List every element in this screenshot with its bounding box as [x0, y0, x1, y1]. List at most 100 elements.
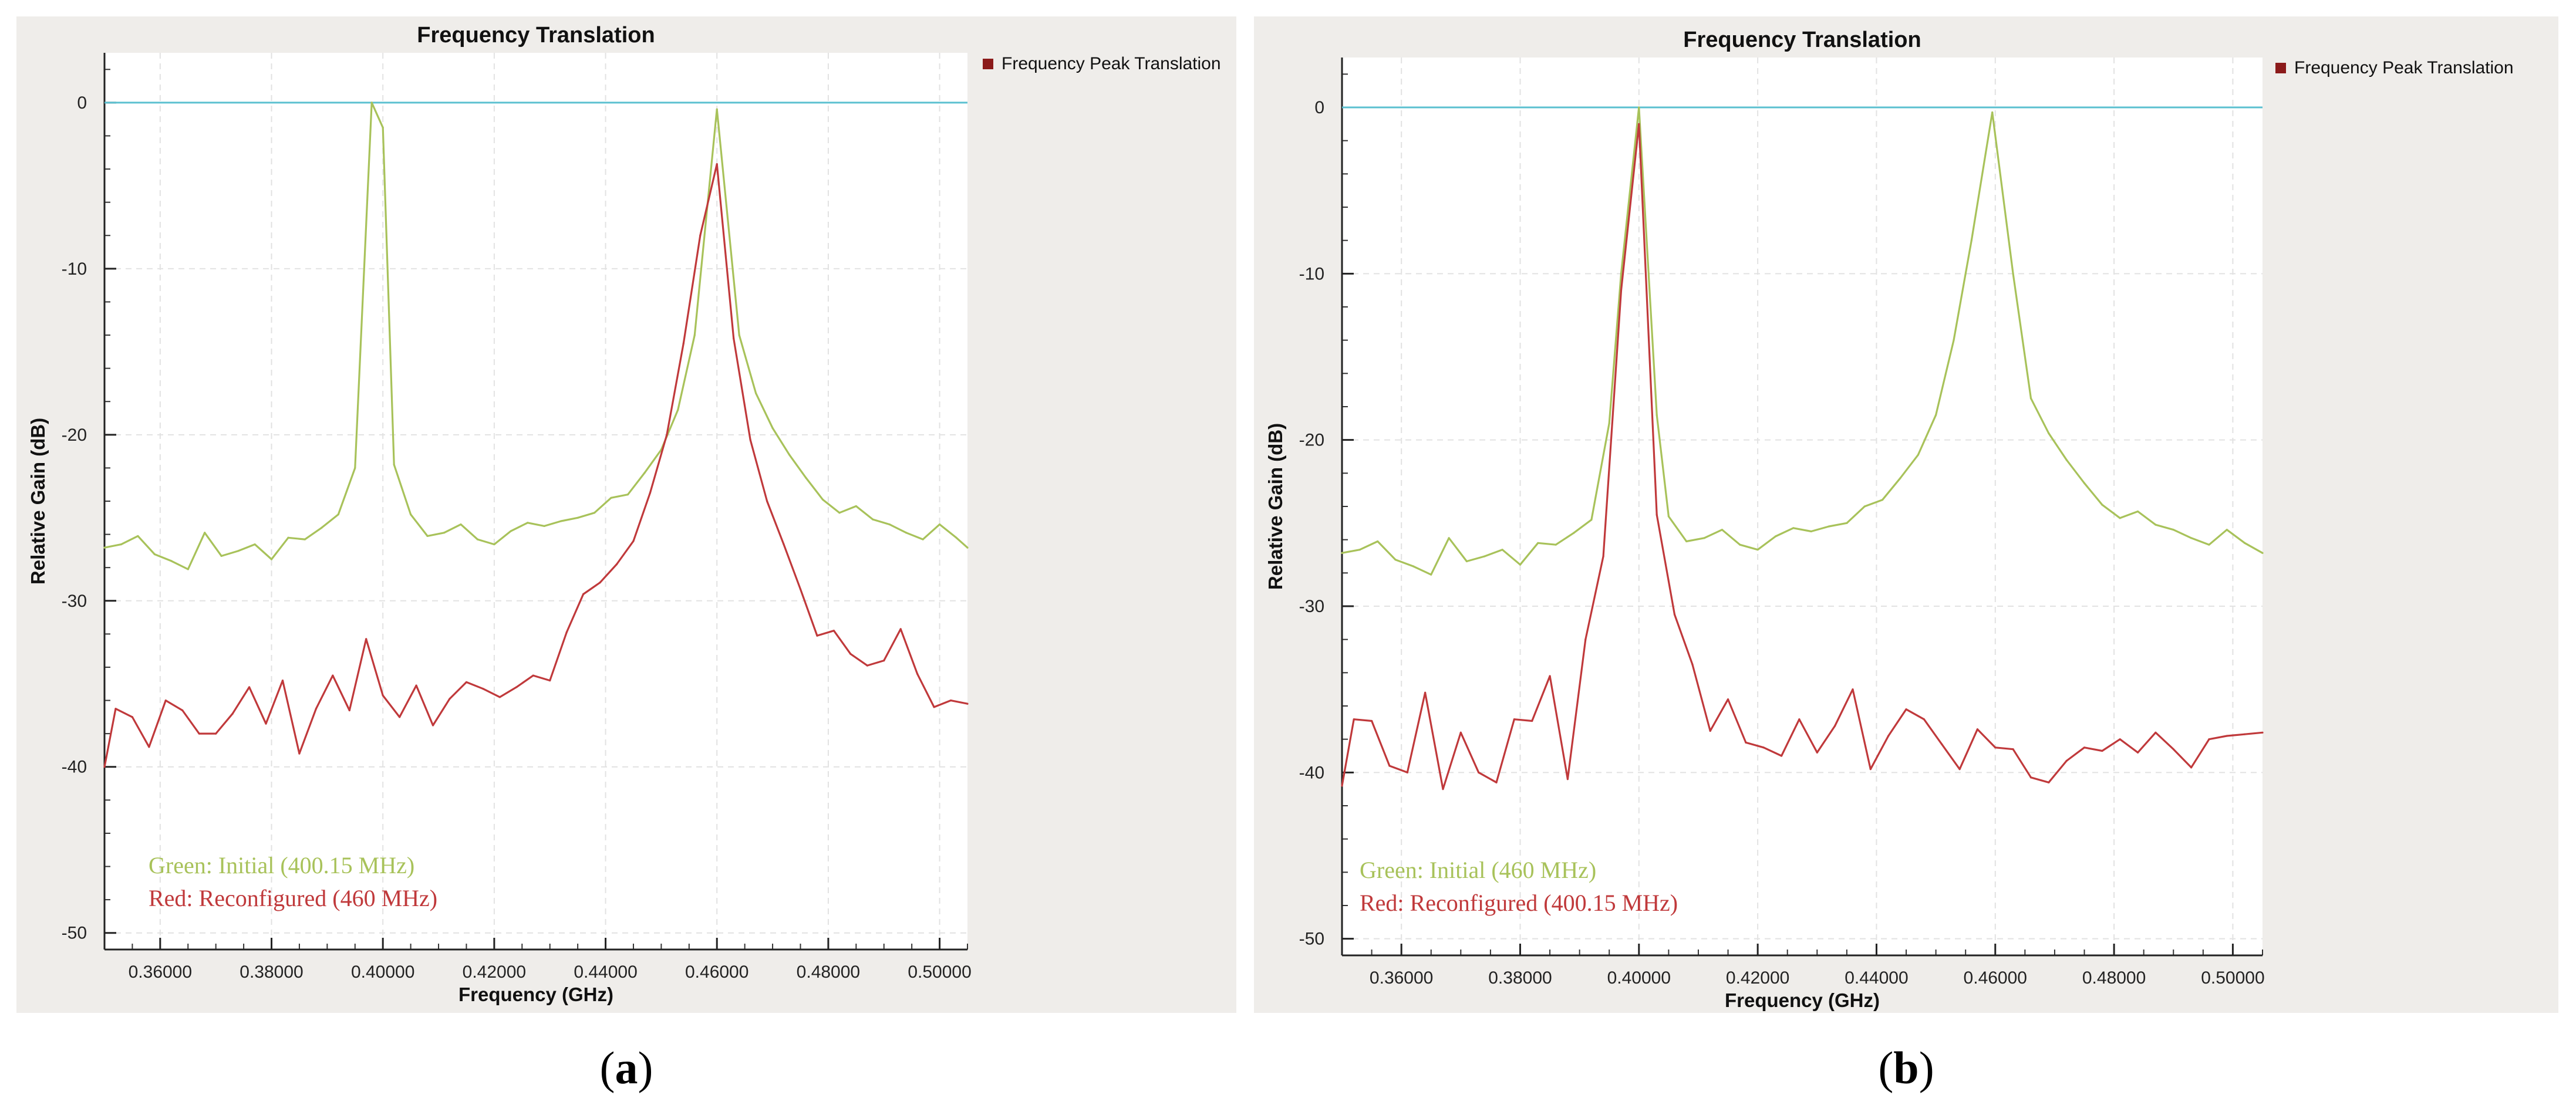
green-data-point: [576, 516, 579, 519]
green-data-point: [393, 464, 395, 466]
green-data-point: [805, 477, 807, 479]
green-data-point: [1377, 540, 1379, 543]
red-data-point: [883, 660, 885, 662]
y-tick-label: -40: [1299, 763, 1324, 782]
green-data-point: [1555, 543, 1557, 546]
y-tick-label: 0: [1314, 98, 1324, 117]
green-data-point: [2244, 542, 2246, 544]
green-data-point: [738, 334, 740, 336]
green-data-point: [510, 530, 512, 532]
green-data-point: [716, 108, 718, 110]
legend-label: Frequency Peak Translation: [1002, 54, 1221, 73]
caption-a: (a): [599, 1042, 653, 1093]
green-data-point: [2012, 272, 2014, 275]
red-data-point: [2226, 735, 2228, 737]
green-data-point: [1465, 560, 1468, 563]
green-data-point: [821, 498, 824, 501]
red-data-point: [1478, 771, 1480, 773]
x-tick-label: 0.46000: [685, 962, 748, 982]
chart-panel-b: 0.36000 0.38000 0.40000 0.42000 0.44000 0.460…: [1254, 16, 2558, 1013]
green-data-point: [1572, 532, 1575, 534]
annotation-green: Green: Initial (400.15 MHz): [149, 852, 414, 879]
red-data-point: [515, 686, 518, 688]
green-data-point: [2190, 537, 2193, 539]
red-data-point: [1370, 719, 1373, 722]
red-data-point: [899, 628, 902, 630]
legend-marker: [2275, 63, 2286, 73]
red-data-point: [1762, 746, 1765, 749]
x-tick-label: 0.38000: [1488, 968, 1552, 988]
red-data-point: [966, 702, 969, 705]
red-data-point: [332, 674, 334, 677]
red-data-point: [599, 582, 601, 584]
green-data-point: [1341, 552, 1343, 554]
red-data-point: [1994, 746, 1997, 749]
red-data-point: [1584, 638, 1587, 641]
red-data-point: [565, 631, 568, 634]
x-axis-label: Frequency (GHz): [1725, 989, 1880, 1011]
green-data-point: [1953, 339, 1955, 342]
red-data-point: [799, 588, 802, 590]
red-data-point: [1602, 555, 1604, 558]
red-data-point: [1459, 731, 1462, 734]
red-data-point: [532, 674, 534, 677]
red-data-point: [1341, 785, 1343, 787]
green-data-point: [1917, 454, 1919, 456]
red-data-point: [1424, 691, 1427, 694]
red-data-point: [682, 342, 685, 344]
green-data-point: [2136, 510, 2139, 513]
red-data-point: [1852, 688, 1854, 691]
green-data-point: [677, 408, 679, 411]
red-data-point: [1958, 768, 1961, 771]
x-tick-label: 0.40000: [1607, 968, 1671, 988]
red-data-point: [465, 681, 468, 684]
red-data-point: [148, 746, 150, 748]
green-data-point: [888, 523, 891, 526]
red-data-point: [1638, 123, 1640, 125]
caption-b: (b): [1878, 1042, 1934, 1093]
green-data-point: [2119, 517, 2121, 519]
green-data-point: [905, 532, 908, 534]
x-tick-label: 0.50000: [908, 962, 971, 982]
green-data-point: [1828, 525, 1830, 528]
red-data-point: [832, 630, 835, 632]
green-data-point: [187, 568, 189, 570]
series-red-reconfigured: [1341, 123, 2264, 790]
red-data-point: [265, 722, 267, 725]
green-data-point: [1590, 519, 1593, 521]
red-data-point: [2119, 738, 2121, 741]
green-data-point: [2083, 482, 2086, 484]
red-data-point: [1745, 741, 1747, 744]
x-tick-label: 0.38000: [240, 962, 303, 982]
red-data-point: [181, 709, 184, 712]
green-data-point: [287, 536, 289, 539]
red-data-point: [281, 680, 284, 682]
green-data-point: [643, 472, 646, 474]
x-tick-label: 0.42000: [1726, 968, 1789, 988]
green-data-point: [755, 392, 757, 394]
green-data-point: [626, 494, 629, 496]
chart-a: 0.36000 0.38000 0.40000 0.42000 0.44000 0.460…: [27, 23, 1221, 1005]
green-data-point: [966, 546, 969, 549]
red-data-point: [549, 680, 551, 682]
green-data-point: [1608, 422, 1610, 424]
y-tick-label: -20: [62, 425, 87, 445]
green-data-point: [237, 550, 240, 552]
red-data-point: [1531, 719, 1533, 722]
red-data-point: [1780, 755, 1783, 757]
green-data-point: [855, 505, 857, 508]
green-data-point: [955, 536, 957, 539]
red-data-point: [749, 438, 751, 441]
green-data-point: [1430, 573, 1432, 576]
green-data-point: [1792, 527, 1795, 529]
red-data-point: [1905, 708, 1907, 711]
red-data-point: [816, 634, 818, 637]
green-data-point: [1412, 565, 1414, 567]
annotation-red: Red: Reconfigured (400.15 MHz): [1360, 890, 1678, 916]
red-data-point: [615, 563, 618, 566]
red-data-point: [399, 716, 401, 718]
green-data-point: [1394, 559, 1397, 561]
green-data-point: [788, 454, 791, 456]
y-tick-label: -10: [1299, 264, 1324, 283]
green-data-point: [2101, 504, 2103, 506]
